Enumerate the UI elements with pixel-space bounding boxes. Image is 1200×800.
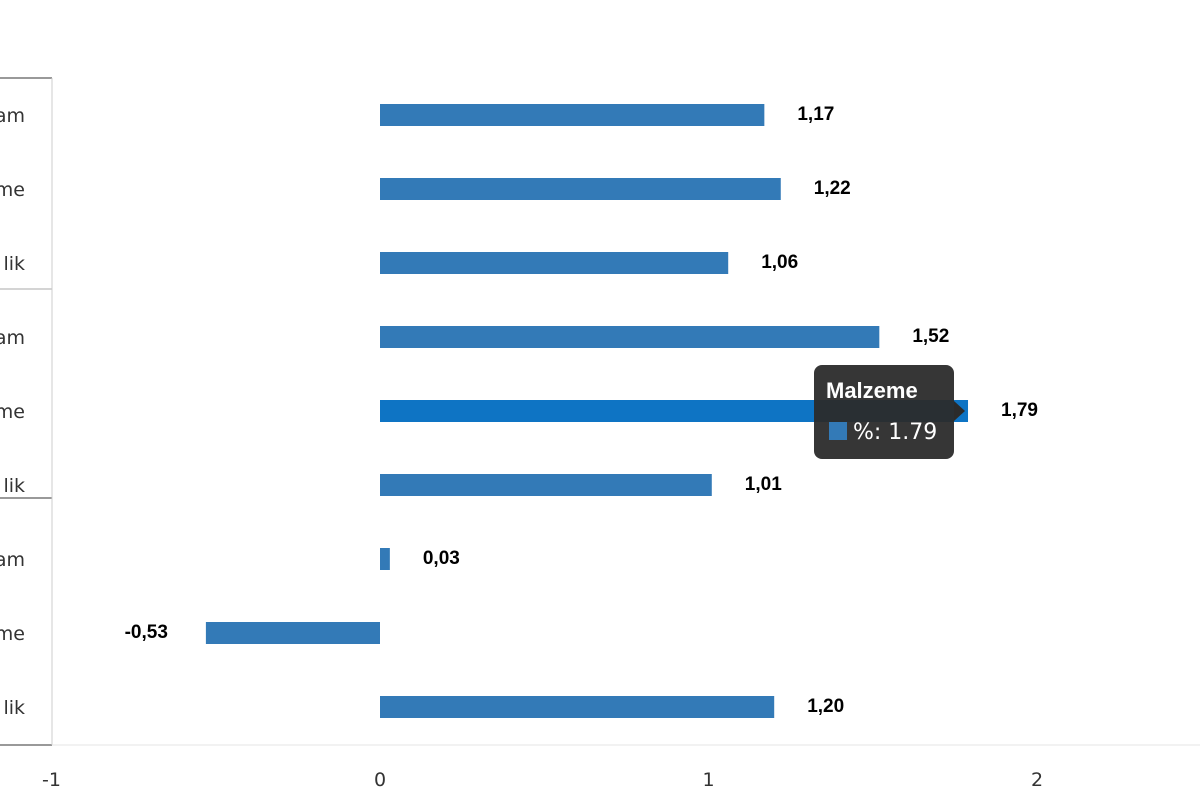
category-label-5: lik [3,475,25,497]
category-label-8: lik [3,697,25,719]
x-axis-ticks: -1 0 1 2 [42,769,1043,791]
data-label-0: 1,17 [797,104,834,125]
category-label-0: am [0,105,25,127]
bar-2[interactable] [380,252,729,274]
data-label-2: 1,06 [761,252,798,273]
tooltip-title: Malzeme [826,378,918,403]
data-labels: 1,17 1,22 1,06 1,52 1,79 1,01 0,03 -0,53 1,20 [125,104,1038,717]
bar-3[interactable] [380,326,880,348]
data-label-6: 0,03 [423,548,460,569]
category-label-3: am [0,327,25,349]
data-label-1: 1,22 [814,178,851,199]
data-label-8: 1,20 [807,696,844,717]
bar-7[interactable] [205,622,380,644]
bar-6[interactable] [380,548,390,570]
tooltip-background [814,365,954,459]
bar-0[interactable] [380,104,765,126]
axes [51,78,1200,746]
category-label-6: am [0,549,25,571]
bar-8[interactable] [380,696,775,718]
x-tick-label-0: -1 [42,769,61,791]
tooltip: Malzeme %: 1.79 [814,365,965,459]
tooltip-pointer [954,401,965,421]
x-tick-label-1: 0 [374,769,386,791]
data-label-4: 1,79 [1001,400,1038,421]
tooltip-series-swatch [829,422,847,440]
data-label-5: 1,01 [745,474,782,495]
x-tick-label-3: 2 [1031,769,1043,791]
category-label-4: me [0,401,25,423]
bar-5[interactable] [380,474,712,496]
data-label-7: -0,53 [125,622,168,643]
category-label-2: lik [3,253,25,275]
data-label-3: 1,52 [912,326,949,347]
category-group-dividers [0,77,52,746]
category-labels: am me lik am me lik am me lik [0,105,25,719]
bar-1[interactable] [380,178,781,200]
x-tick-label-2: 1 [702,769,714,791]
category-label-7: me [0,623,25,645]
category-label-1: me [0,179,25,201]
tooltip-value: %: 1.79 [853,420,937,445]
